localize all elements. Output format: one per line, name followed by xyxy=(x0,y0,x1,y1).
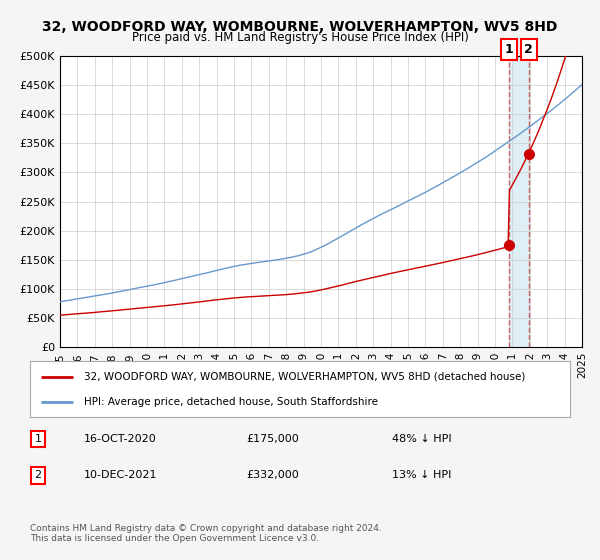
Text: Contains HM Land Registry data © Crown copyright and database right 2024.
This d: Contains HM Land Registry data © Crown c… xyxy=(30,524,382,543)
Text: £175,000: £175,000 xyxy=(246,434,299,444)
Text: 10-DEC-2021: 10-DEC-2021 xyxy=(84,470,157,480)
Text: 13% ↓ HPI: 13% ↓ HPI xyxy=(392,470,451,480)
Text: 1: 1 xyxy=(505,43,513,56)
Text: 48% ↓ HPI: 48% ↓ HPI xyxy=(392,434,451,444)
Bar xyxy=(509,56,529,347)
Text: 16-OCT-2020: 16-OCT-2020 xyxy=(84,434,157,444)
Text: £332,000: £332,000 xyxy=(246,470,299,480)
Text: Price paid vs. HM Land Registry's House Price Index (HPI): Price paid vs. HM Land Registry's House … xyxy=(131,31,469,44)
Text: 1: 1 xyxy=(35,434,41,444)
Text: 32, WOODFORD WAY, WOMBOURNE, WOLVERHAMPTON, WV5 8HD (detached house): 32, WOODFORD WAY, WOMBOURNE, WOLVERHAMPT… xyxy=(84,372,526,382)
Text: HPI: Average price, detached house, South Staffordshire: HPI: Average price, detached house, Sout… xyxy=(84,396,378,407)
Text: 2: 2 xyxy=(524,43,533,56)
Text: 2: 2 xyxy=(35,470,41,480)
Text: 32, WOODFORD WAY, WOMBOURNE, WOLVERHAMPTON, WV5 8HD: 32, WOODFORD WAY, WOMBOURNE, WOLVERHAMPT… xyxy=(43,20,557,34)
